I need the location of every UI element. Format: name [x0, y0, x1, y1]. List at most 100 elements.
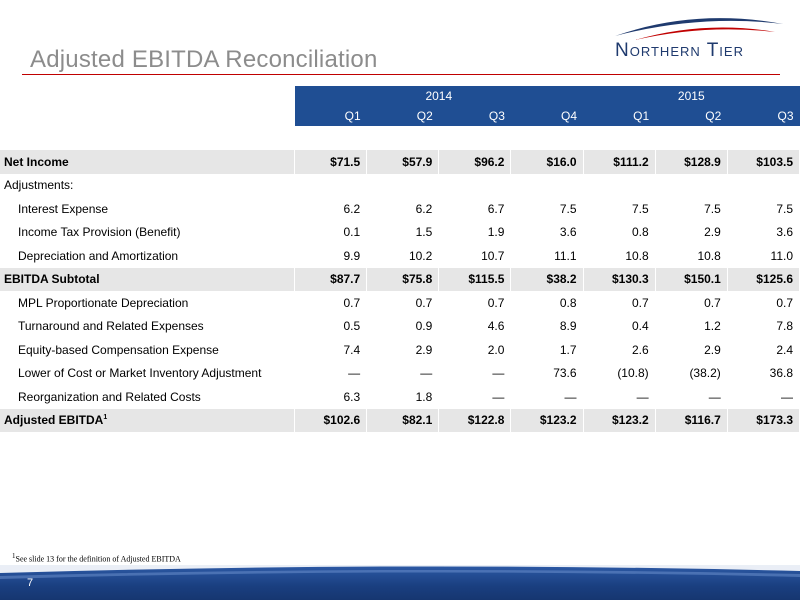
row-label: Income Tax Provision (Benefit): [0, 220, 296, 244]
table-cell: 6.2: [366, 197, 440, 221]
table-cell: 4.6: [438, 314, 512, 338]
table-cell: 6.2: [294, 197, 368, 221]
table-cell: $122.8: [438, 408, 512, 432]
row-label: Lower of Cost or Market Inventory Adjust…: [0, 361, 296, 385]
table-cell: 0.8: [510, 291, 584, 315]
table-cell: $16.0: [510, 150, 584, 174]
table-cell: [583, 173, 656, 197]
row-label: Adjusted EBITDA1: [0, 408, 296, 432]
quarter-header: Q2: [366, 106, 439, 126]
table-row: Interest Expense 6.2 6.2 6.7 7.5 7.5 7.5 7.5: [0, 197, 800, 221]
table-cell: —: [727, 385, 800, 409]
table-cell: —: [510, 385, 584, 409]
quarter-header: Q2: [655, 106, 728, 126]
row-label: Equity-based Compensation Expense: [0, 338, 296, 362]
table-cell: $150.1: [655, 267, 728, 291]
row-label: Net Income: [0, 150, 296, 174]
table-cell: [366, 173, 440, 197]
table-cell: 2.9: [366, 338, 440, 362]
table-cell: 0.4: [583, 314, 656, 338]
page-number: 7: [27, 577, 34, 589]
quarter-header: Q3: [727, 106, 800, 126]
table-cell: 2.9: [655, 220, 728, 244]
table-cell: 0.7: [294, 291, 368, 315]
footnote: 1See slide 13 for the definition of Adju…: [12, 552, 181, 564]
table-cell: $116.7: [655, 408, 728, 432]
footer-wave-icon: [0, 565, 800, 579]
table-cell: 0.7: [366, 291, 440, 315]
table-cell: $82.1: [366, 408, 440, 432]
row-label: Interest Expense: [0, 197, 296, 221]
table-cell: 73.6: [510, 361, 584, 385]
table-cell: 10.8: [583, 244, 656, 268]
table-cell: —: [438, 361, 512, 385]
table-row: Net Income $71.5 $57.9 $96.2 $16.0 $111.2 $128…: [0, 150, 800, 174]
table-cell: [438, 173, 512, 197]
table-row: Depreciation and Amortization 9.9 10.2 10.7…: [0, 244, 800, 268]
table-cell: 7.5: [583, 197, 656, 221]
table-cell: $103.5: [727, 150, 800, 174]
table-cell: 2.9: [655, 338, 728, 362]
quarter-header: Q4: [510, 106, 584, 126]
quarter-header-row: Q1 Q2 Q3 Q4 Q1 Q2 Q3: [0, 106, 800, 126]
table-cell: $57.9: [366, 150, 440, 174]
table-row: Reorganization and Related Costs 6.3 1.8— —…: [0, 385, 800, 409]
table-cell: 7.5: [655, 197, 728, 221]
year-header-row: 2014 2015: [0, 86, 800, 106]
table-cell: 11.0: [727, 244, 800, 268]
table-cell: [727, 173, 800, 197]
table-cell: 7.5: [727, 197, 800, 221]
table-row: Equity-based Compensation Expense 7.4 2.9 2…: [0, 338, 800, 362]
table-cell: 6.3: [294, 385, 368, 409]
table-cell: (38.2): [655, 361, 728, 385]
quarter-header: Q1: [583, 106, 656, 126]
table-cell: 1.9: [438, 220, 512, 244]
table-cell: 2.4: [727, 338, 800, 362]
table-cell: 2.0: [438, 338, 512, 362]
table-cell: 0.7: [655, 291, 728, 315]
table-row: Lower of Cost or Market Inventory Adjust…: [0, 361, 800, 385]
table-cell: $87.7: [294, 267, 368, 291]
table-cell: $130.3: [583, 267, 656, 291]
table-row: MPL Proportionate Depreciation 0.7 0.7 0.7 0…: [0, 291, 800, 315]
row-label: Depreciation and Amortization: [0, 244, 296, 268]
table-cell: $38.2: [510, 267, 584, 291]
table-cell: 9.9: [294, 244, 368, 268]
table-cell: 0.7: [438, 291, 512, 315]
table-cell: 1.5: [366, 220, 440, 244]
table-cell: 10.8: [655, 244, 728, 268]
page-title: Adjusted EBITDA Reconciliation: [30, 46, 378, 73]
row-label: MPL Proportionate Depreciation: [0, 291, 296, 315]
table-row: EBITDA Subtotal $87.7 $75.8 $115.5 $38.2 $130…: [0, 267, 800, 291]
row-label: Turnaround and Related Expenses: [0, 314, 296, 338]
table-cell: (10.8): [583, 361, 656, 385]
table-cell: 2.6: [583, 338, 656, 362]
ebitda-reconciliation-table: 2014 2015 Q1 Q2 Q3 Q4 Q1 Q2 Q3 Net Income $71.5 $…: [0, 86, 800, 432]
footer-bar: [0, 565, 800, 600]
table-cell: $123.2: [510, 408, 584, 432]
table-cell: 0.9: [366, 314, 440, 338]
row-label: EBITDA Subtotal: [0, 267, 296, 291]
logo-swoosh-icon: [615, 18, 783, 40]
table-cell: —: [366, 361, 440, 385]
table-cell: $71.5: [294, 150, 368, 174]
table-cell: $96.2: [438, 150, 512, 174]
table-cell: 36.8: [727, 361, 800, 385]
table-cell: 7.4: [294, 338, 368, 362]
table-cell: 6.7: [438, 197, 512, 221]
table-cell: —: [655, 385, 728, 409]
table-cell: $111.2: [583, 150, 656, 174]
logo-wordmark: Northern Tier: [615, 40, 744, 61]
table-cell: $115.5: [438, 267, 512, 291]
table-cell: 0.7: [727, 291, 800, 315]
table-cell: 10.7: [438, 244, 512, 268]
row-label: Reorganization and Related Costs: [0, 385, 296, 409]
year-header-2015: 2015: [583, 86, 800, 106]
table-cell: $173.3: [727, 408, 800, 432]
table-cell: 1.2: [655, 314, 728, 338]
table-cell: 3.6: [727, 220, 800, 244]
title-divider: [22, 74, 780, 75]
table-cell: 8.9: [510, 314, 584, 338]
table-cell: —: [438, 385, 512, 409]
table-cell: $128.9: [655, 150, 728, 174]
